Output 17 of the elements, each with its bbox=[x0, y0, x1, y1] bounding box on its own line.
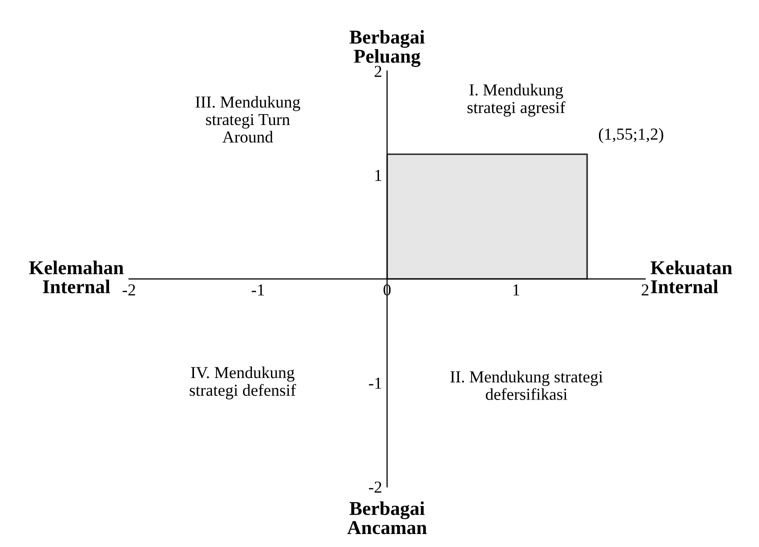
annotation: IV. Mendukung strategi defensif bbox=[190, 366, 296, 400]
y-tick-label: 2 bbox=[374, 66, 382, 77]
x-axis-title: Kekuatan Internal bbox=[650, 260, 732, 294]
annotation: III. Mendukung strategi Turn Around bbox=[196, 96, 300, 143]
text: Berbagai Ancaman bbox=[347, 501, 427, 534]
x-tick-label: 2 bbox=[642, 284, 648, 296]
x-tick-label: -1 bbox=[252, 284, 264, 296]
y-tick-label: 1 bbox=[375, 170, 382, 181]
annotation: II. Mendukung strategi defersifikasi bbox=[450, 370, 603, 400]
text: Kelemahan Internal bbox=[29, 260, 124, 294]
x-tick-label: 1 bbox=[513, 284, 520, 296]
annotation: I. Mendukung strategi agresif bbox=[468, 84, 566, 117]
y-axis-title: Berbagai Peluang bbox=[350, 30, 425, 67]
x-tick-label: -2 bbox=[122, 284, 136, 296]
y-tick-label: -1 bbox=[368, 378, 382, 389]
annotation: (1,55;1,2) bbox=[598, 128, 664, 144]
y-tick-label: -2 bbox=[368, 482, 382, 493]
